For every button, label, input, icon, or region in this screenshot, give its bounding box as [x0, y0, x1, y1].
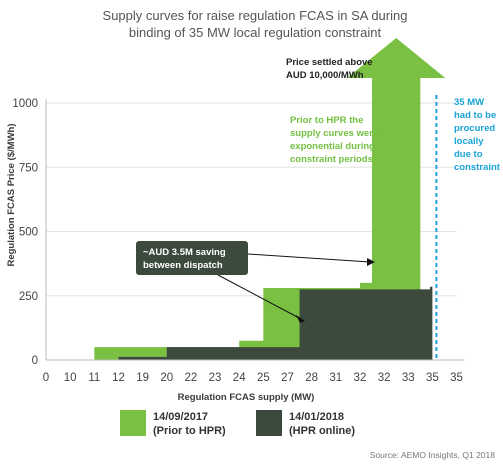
y-tick-labels: 0 250 500 750 1000: [12, 98, 38, 367]
x-tick-label: 0: [43, 372, 49, 384]
x-tick-label: 35: [426, 372, 439, 384]
legend-swatch-2017: [120, 410, 146, 436]
legend-sub-2017: (Prior to HPR): [153, 425, 226, 437]
constraint-line-6: constraint: [454, 162, 501, 173]
y-axis-label: Regulation FCAS Price ($/MWh): [6, 123, 17, 266]
chart-title-line-1: Supply curves for raise regulation FCAS …: [103, 8, 408, 23]
x-tick-label: 32: [378, 372, 391, 384]
x-tick-label: 24: [233, 372, 246, 384]
price-arrow-shaft: [372, 78, 421, 104]
x-tick-label: 28: [305, 372, 318, 384]
legend-sub-2018: (HPR online): [289, 425, 355, 437]
prior-hpr-line-1: Prior to HPR the: [290, 115, 363, 126]
legend-label-2018: 14/01/2018: [289, 411, 344, 423]
x-tick-label: 12: [112, 372, 125, 384]
saving-arrowhead-upper: [367, 258, 375, 266]
axes: [45, 99, 465, 361]
y-tick-label: 0: [32, 355, 38, 367]
x-tick-label: 27: [281, 372, 294, 384]
constraint-line-5: due to: [454, 149, 483, 160]
price-settled-line-1: Price settled above: [286, 57, 373, 68]
series-area-1: [118, 286, 433, 360]
x-axis-label: Regulation FCAS supply (MW): [178, 392, 315, 403]
x-tick-label: 31: [329, 372, 342, 384]
y-tick-label: 1000: [12, 98, 38, 110]
prior-hpr-line-2: supply curves were: [290, 128, 378, 139]
chart-title-line-2: binding of 35 MW local regulation constr…: [129, 25, 382, 40]
x-tick-label: 23: [209, 372, 222, 384]
prior-hpr-line-3: exponential during: [290, 141, 375, 152]
saving-box: [136, 241, 248, 275]
source-note: Source: AEMO Insights, Q1 2018: [370, 450, 495, 460]
saving-arrow-upper: [247, 253, 371, 263]
price-settled-line-2: AUD 10,000/MWh: [286, 70, 364, 81]
saving-callout: ~AUD 3.5M saving between dispatch: [136, 241, 375, 323]
legend-swatch-2018: [256, 410, 282, 436]
saving-arrow-lower: [217, 274, 302, 320]
legend: 14/09/2017 (Prior to HPR) 14/01/2018 (HP…: [120, 410, 355, 437]
price-arrow-head: [347, 38, 446, 78]
constraint-line-4: locally: [454, 136, 484, 147]
x-tick-labels: 0 10 11 12 19 20 22 23 24 25 27 28 31 32 32 33 35 35: [43, 372, 463, 384]
x-tick-label: 10: [64, 372, 77, 384]
x-tick-label: 33: [402, 372, 415, 384]
y-tick-label: 250: [19, 291, 38, 303]
y-tick-label: 500: [19, 227, 38, 239]
x-tick-label: 20: [160, 372, 173, 384]
legend-label-2017: 14/09/2017: [153, 411, 208, 423]
constraint-line-1: 35 MW: [454, 97, 484, 108]
x-tick-label: 32: [354, 372, 367, 384]
x-tick-label: 22: [185, 372, 198, 384]
saving-line-2: between dispatch: [143, 260, 223, 271]
series-areas: [70, 38, 446, 360]
constraint-line-2: had to be: [454, 110, 496, 121]
x-tick-label: 11: [88, 372, 100, 384]
x-tick-label: 35: [450, 372, 463, 384]
constraint-line-3: procured: [454, 123, 495, 134]
x-tick-label: 19: [136, 372, 149, 384]
x-tick-label: 25: [257, 372, 270, 384]
saving-line-1: ~AUD 3.5M saving: [143, 247, 226, 258]
y-tick-label: 750: [19, 162, 38, 174]
prior-hpr-line-4: constraint periods: [290, 154, 373, 165]
saving-arrowhead-lower: [296, 315, 305, 323]
